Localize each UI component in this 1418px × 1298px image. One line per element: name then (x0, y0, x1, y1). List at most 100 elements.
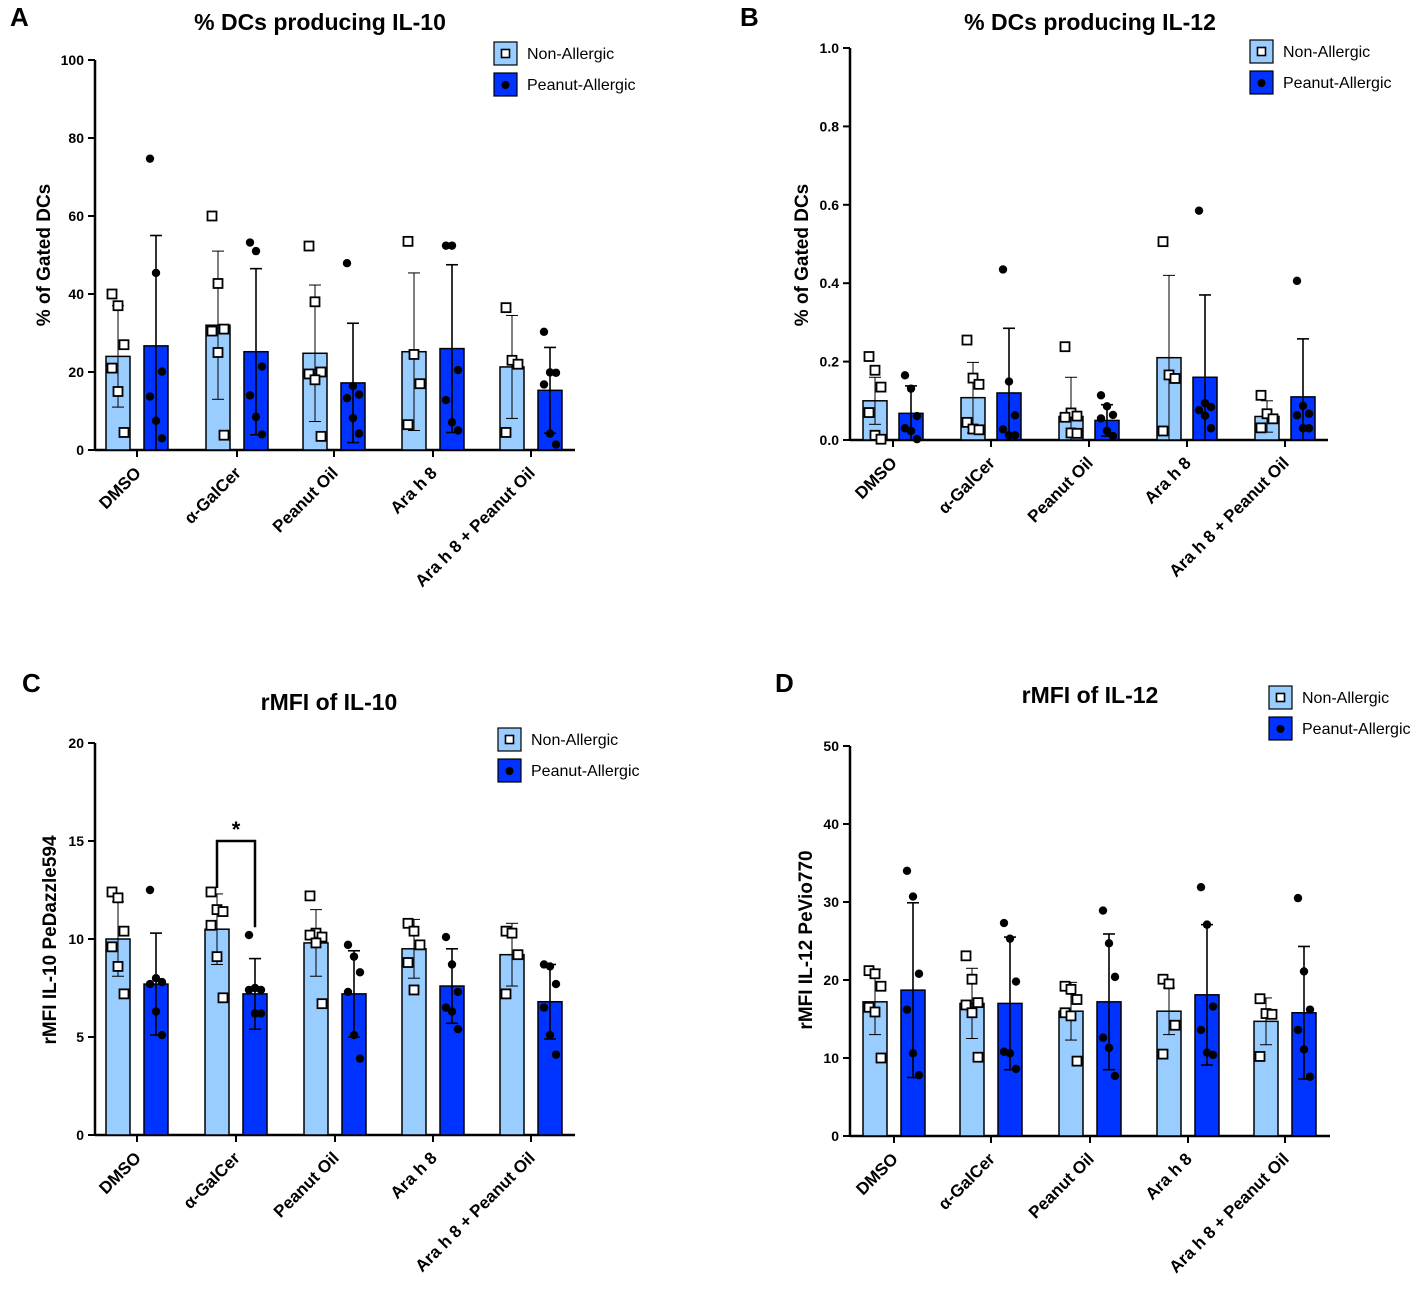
point-non-allergic (966, 973, 978, 985)
point-non-allergic (875, 980, 887, 992)
point-peanut-allergic (342, 393, 352, 403)
point-non-allergic (1163, 978, 1175, 990)
point-peanut-allergic (914, 969, 924, 978)
legend-label: Peanut-Allergic (1283, 75, 1392, 92)
point-peanut-allergic (908, 1049, 918, 1058)
point-peanut-allergic (999, 918, 1009, 928)
point-non-allergic (500, 988, 512, 1000)
point-peanut-allergic (256, 985, 266, 995)
point-peanut-allergic (151, 974, 161, 983)
point-peanut-allergic (354, 429, 364, 438)
y-tick-label: 5 (76, 1029, 84, 1045)
point-non-allergic (875, 381, 887, 393)
point-non-allergic (512, 949, 524, 961)
point-peanut-allergic (545, 368, 555, 377)
point-peanut-allergic (1298, 424, 1308, 433)
legend-square-marker (504, 734, 515, 745)
point-non-allergic (309, 374, 321, 386)
y-tick-label: 80 (68, 130, 84, 146)
point-peanut-allergic (453, 365, 463, 375)
point-peanut-allergic (251, 246, 261, 256)
chart-title: % DCs producing IL-10 (194, 9, 446, 35)
point-non-allergic (112, 892, 124, 904)
y-axis-label: % of Gated DCs (792, 184, 813, 327)
point-peanut-allergic (1202, 920, 1212, 929)
legend-label: Peanut-Allergic (527, 77, 636, 94)
point-peanut-allergic (355, 968, 365, 977)
point-peanut-allergic (349, 952, 359, 961)
x-tick-label: Ara h 8 (1141, 453, 1195, 507)
point-non-allergic (972, 1051, 984, 1063)
point-non-allergic (304, 890, 316, 902)
point-peanut-allergic (257, 430, 267, 439)
point-peanut-allergic (1200, 411, 1210, 420)
point-peanut-allergic (906, 384, 916, 393)
point-peanut-allergic (912, 411, 922, 421)
chart-title: % DCs producing IL-12 (964, 9, 1216, 35)
point-peanut-allergic (447, 1007, 457, 1016)
point-peanut-allergic (447, 241, 457, 250)
panel-b: B % DCs producing IL-12 % of Gated DCs 0.0 0… (740, 2, 1392, 581)
x-tick-label: DMSO (852, 1149, 901, 1198)
point-non-allergic (106, 288, 118, 300)
chart-title: rMFI of IL-12 (1022, 682, 1159, 708)
y-tick-label: 100 (61, 52, 85, 68)
x-tick-label: α-GalCer (181, 463, 246, 528)
point-peanut-allergic (1004, 431, 1014, 440)
point-peanut-allergic (1098, 906, 1108, 915)
y-axis-label: rMFI IL-10 PeDazzle594 (40, 835, 61, 1045)
point-peanut-allergic (145, 392, 155, 401)
point-non-allergic (408, 349, 420, 360)
point-non-allergic (309, 296, 321, 308)
legend-label: Non-Allergic (1302, 690, 1389, 707)
point-peanut-allergic (453, 1024, 463, 1034)
point-non-allergic (1059, 411, 1071, 423)
point-non-allergic (118, 339, 130, 351)
point-non-allergic (106, 886, 118, 898)
point-peanut-allergic (551, 1050, 561, 1059)
point-non-allergic (212, 278, 224, 289)
point-non-allergic (402, 917, 414, 929)
point-non-allergic (310, 937, 322, 949)
point-peanut-allergic (902, 866, 912, 875)
point-non-allergic (1169, 1019, 1181, 1031)
point-peanut-allergic (441, 241, 451, 250)
point-non-allergic (218, 429, 230, 441)
point-non-allergic (967, 372, 979, 384)
point-peanut-allergic (1196, 1025, 1206, 1035)
x-tick-label: Ara h 8 (387, 1148, 441, 1202)
point-non-allergic (414, 939, 426, 951)
point-peanut-allergic (1005, 1049, 1015, 1058)
point-peanut-allergic (1011, 977, 1021, 986)
point-peanut-allergic (348, 381, 358, 391)
point-peanut-allergic (998, 265, 1008, 274)
point-non-allergic (1065, 1010, 1077, 1022)
point-peanut-allergic (1305, 1005, 1315, 1014)
legend-square-marker (1275, 692, 1286, 703)
point-peanut-allergic (906, 426, 916, 436)
point-peanut-allergic (441, 395, 451, 405)
y-tick-label: 0.6 (820, 197, 840, 213)
chart-title: rMFI of IL-10 (261, 689, 398, 715)
point-peanut-allergic (545, 962, 555, 971)
point-non-allergic (218, 323, 230, 335)
point-non-allergic (402, 957, 414, 968)
point-non-allergic (966, 1007, 978, 1019)
panel-letter: B (740, 2, 759, 32)
point-peanut-allergic (545, 429, 555, 438)
y-tick-label: 0.2 (820, 354, 840, 370)
panel-a: A % DCs producing IL-10 % of Gated DCs 0 20 4… (10, 2, 636, 591)
legend-label: Non-Allergic (531, 732, 618, 749)
y-axis-label: % of Gated DCs (34, 184, 55, 327)
point-non-allergic (205, 919, 217, 931)
point-peanut-allergic (453, 426, 463, 435)
point-non-allergic (106, 941, 118, 953)
point-non-allergic (205, 886, 217, 898)
point-peanut-allergic (250, 1009, 260, 1018)
x-tick-label: Peanut Oil (1025, 1149, 1098, 1222)
point-non-allergic (315, 366, 327, 378)
point-non-allergic (304, 929, 316, 941)
point-peanut-allergic (1299, 1045, 1309, 1054)
y-tick-label: 20 (68, 364, 84, 380)
